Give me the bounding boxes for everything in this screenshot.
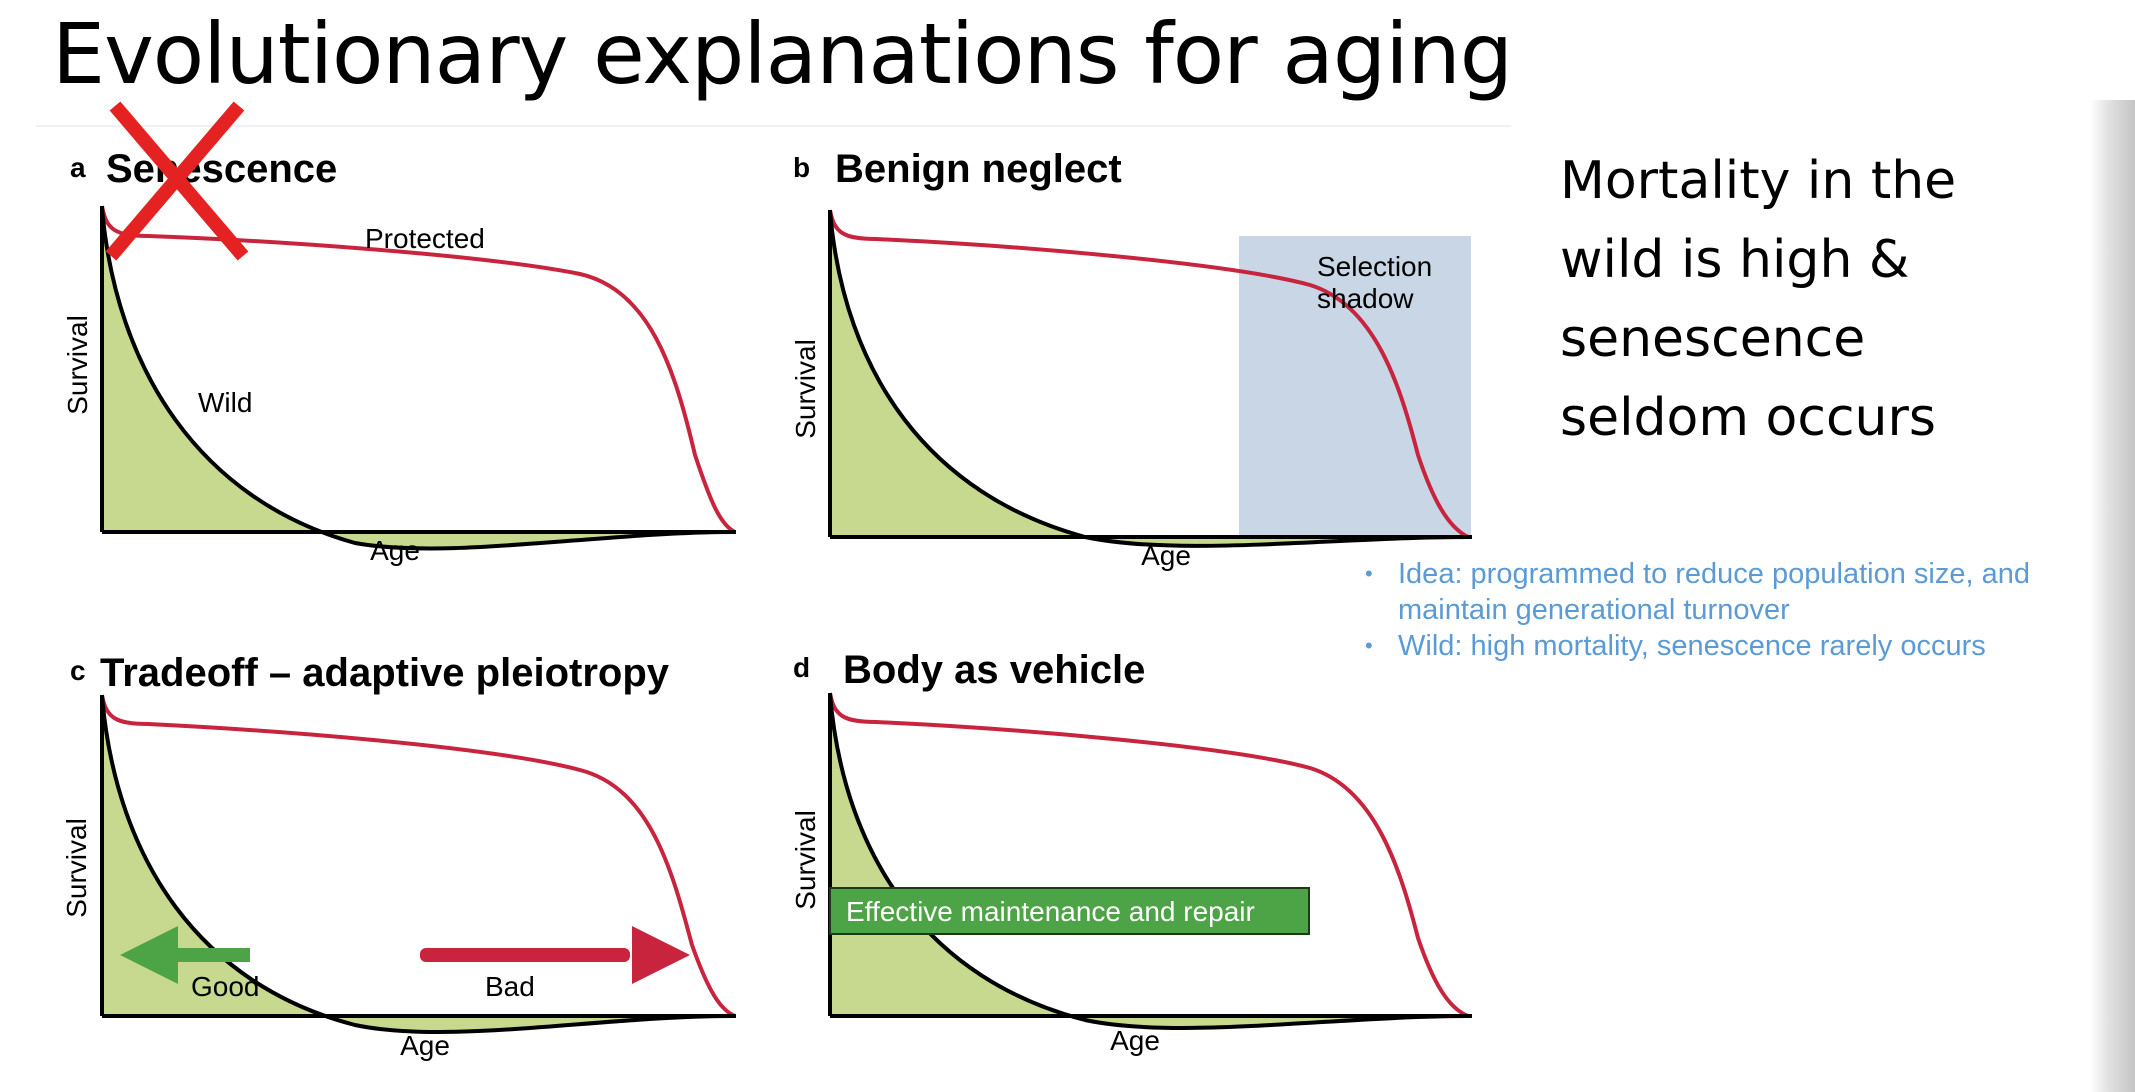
list-item: • Wild: high mortality, senescence rarely… <box>1365 630 1986 662</box>
cross-out-mark <box>105 101 249 261</box>
maintenance-label: Effective maintenance and repair <box>846 896 1255 927</box>
wild-curve <box>100 695 735 1035</box>
y-axis-label: Survival <box>790 339 821 439</box>
slide-title: Evolutionary explanations for aging <box>52 5 1513 103</box>
note-text: Idea: programmed to reduce population si… <box>1398 558 2030 626</box>
wild-area <box>102 208 734 549</box>
wild-curve <box>100 207 735 551</box>
protected-curve <box>828 692 1469 1018</box>
survival-plot-benign-neglect: Selection shadow Age Survival <box>790 209 1472 571</box>
protected-curve <box>100 205 736 534</box>
x-axis-label: Age <box>1110 1025 1160 1056</box>
x-axis-label: Age <box>370 535 420 566</box>
wild-area <box>830 211 1470 546</box>
panel-title: Body as vehicle <box>843 648 1146 692</box>
title-divider <box>36 125 1511 127</box>
survival-plot-tradeoff: Good Bad Age Survival <box>61 694 736 1061</box>
panel-letter: d <box>793 652 811 683</box>
maintenance-box <box>829 887 1310 935</box>
panel-title: Benign neglect <box>835 147 1122 191</box>
y-axis-label: Survival <box>61 818 92 918</box>
wild-area <box>102 696 734 1033</box>
good-arrow <box>120 926 250 984</box>
protected-label: Protected <box>365 223 485 254</box>
protected-curve <box>100 694 736 1018</box>
note-text: Wild: high mortality, senescence rarely … <box>1398 630 1986 662</box>
survival-plot-senescence: Protected Wild Age Survival <box>62 205 736 566</box>
x-axis-label: Age <box>400 1030 450 1061</box>
selection-shadow-label: Selection <box>1317 251 1432 282</box>
bad-arrow <box>420 926 690 984</box>
protected-curve <box>828 209 1469 539</box>
y-axis-label: Survival <box>790 810 821 910</box>
wild-curve <box>828 693 1471 1030</box>
panel-letter: a <box>70 152 86 183</box>
wild-label: Wild <box>198 387 252 418</box>
side-text: Mortality in the wild is high & senescen… <box>1560 151 1957 448</box>
list-item: • Idea: programmed to reduce population s… <box>1365 558 2030 626</box>
panel-title: Senescence <box>106 147 338 191</box>
survival-plot-body-as-vehicle: Effective maintenance and repair Age Sur… <box>790 692 1472 1056</box>
wild-area <box>830 694 1470 1028</box>
good-label: Good <box>191 971 260 1002</box>
panel-letter: b <box>793 152 811 183</box>
y-axis-label: Survival <box>62 315 93 415</box>
selection-shadow-label: shadow <box>1317 283 1414 314</box>
right-edge-shadow <box>2090 100 2135 1092</box>
bad-label: Bad <box>485 971 535 1002</box>
panel-title: Tradeoff – adaptive pleiotropy <box>100 651 670 695</box>
x-axis-label: Age <box>1141 540 1191 571</box>
notes-list: • Idea: programmed to reduce population s… <box>1362 556 2082 664</box>
panel-letter: c <box>70 655 86 686</box>
